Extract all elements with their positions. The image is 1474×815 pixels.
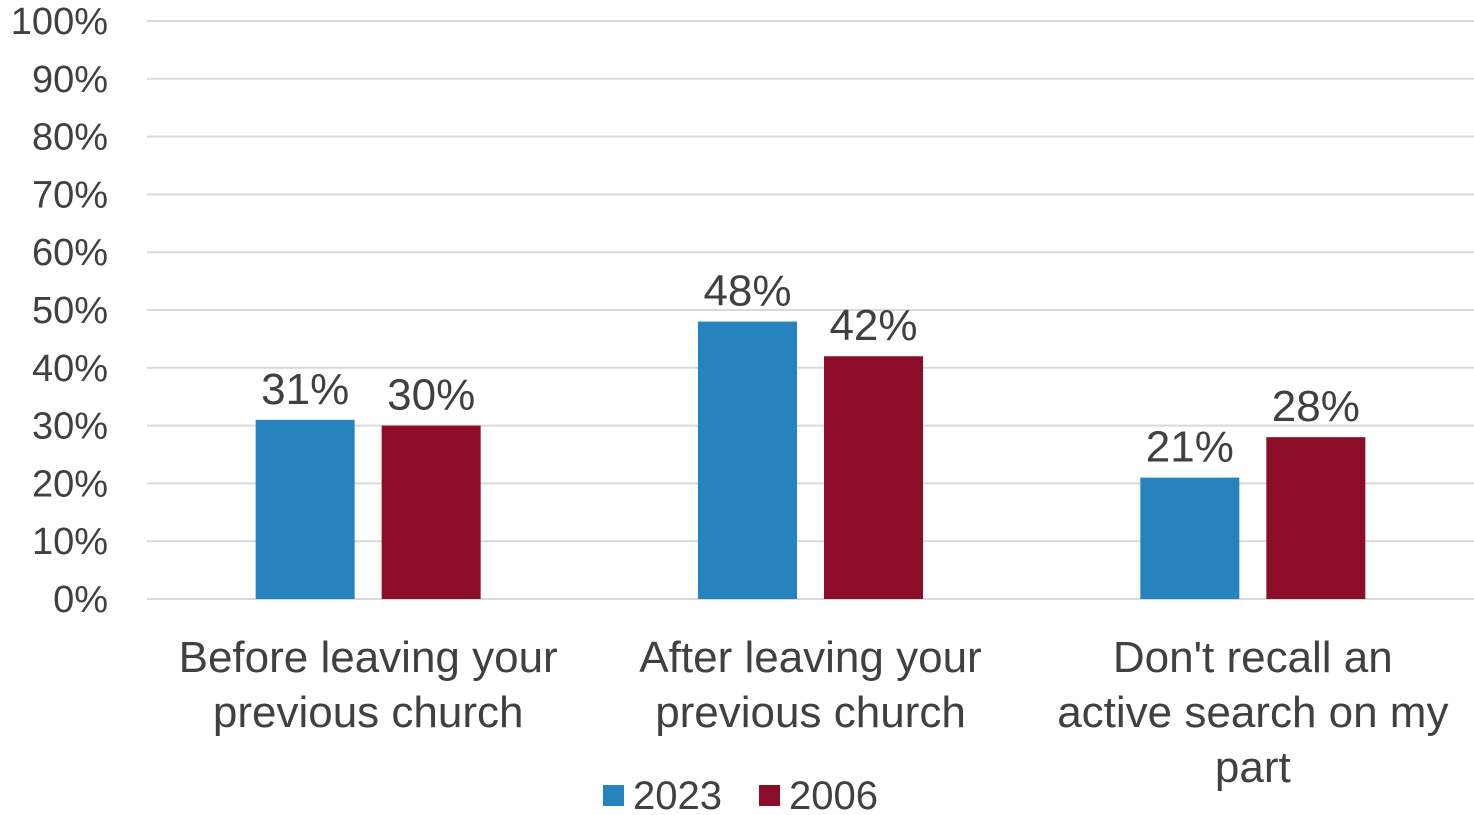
category-label: After leaving your [639,633,981,682]
data-label: 48% [703,267,791,316]
y-tick-label: 0% [53,579,108,621]
legend-swatch-2006 [759,785,780,806]
category-label: Before leaving your [179,633,558,682]
y-tick-label: 60% [32,232,108,274]
y-tick-label: 40% [32,348,108,390]
y-tick-label: 10% [32,521,108,563]
bar-2023-1 [698,321,797,599]
data-label: 31% [261,365,349,414]
gridlines [147,20,1474,600]
category-label: previous church [655,688,966,737]
bar-2023-0 [255,419,355,599]
legend-label: 2006 [789,774,878,815]
legend: 2023 2006 [603,774,878,815]
category-labels: Before leaving your previous church After … [179,633,1449,792]
data-label: 42% [829,301,917,350]
category-label: previous church [213,688,524,737]
data-label: 30% [387,371,475,420]
y-tick-label: 70% [32,174,108,216]
bars [255,321,1366,599]
data-label: 28% [1272,382,1360,431]
y-tick-label: 50% [32,290,108,332]
bar-2006-0 [381,425,481,599]
legend-swatch-2023 [603,785,624,806]
bar-2023-2 [1140,477,1240,599]
y-tick-label: 80% [32,117,108,159]
bar-2006-1 [824,356,923,599]
y-tick-label: 20% [32,463,108,505]
legend-label: 2023 [633,774,722,815]
y-axis-ticks: 0% 10% 20% 30% 40% 50% 60% 70% 80% 90% 100% [11,1,108,621]
y-tick-label: 30% [32,406,108,448]
category-label: part [1215,743,1291,792]
category-label: active search on my [1057,688,1448,737]
category-label: Don't recall an [1113,633,1393,682]
bar-2006-2 [1266,437,1366,599]
data-label: 21% [1146,423,1234,472]
data-labels: 31% 30% 48% 42% 21% 28% [261,267,1360,472]
y-tick-label: 100% [11,1,108,43]
y-tick-label: 90% [32,59,108,101]
